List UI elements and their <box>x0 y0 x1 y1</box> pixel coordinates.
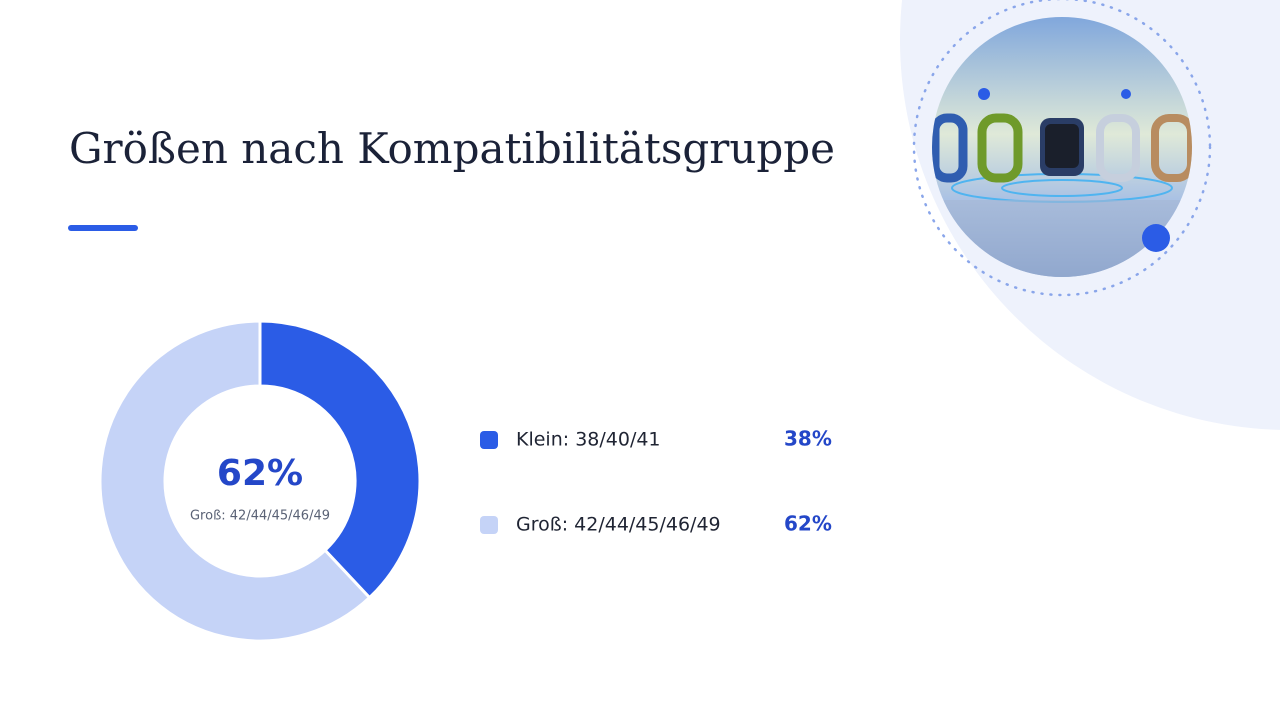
legend-percent: 38% <box>784 427 832 451</box>
legend: Klein: 38/40/41 38% Groß: 42/44/45/46/49 62… <box>480 427 832 536</box>
donut-segment <box>258 319 422 600</box>
center-label: Groß: 42/44/45/46/49 <box>190 509 330 524</box>
center-value: 62% <box>217 453 303 494</box>
legend-swatch <box>480 431 498 449</box>
dotted-ring <box>912 0 1212 297</box>
legend-label: Groß: 42/44/45/46/49 <box>516 514 721 536</box>
legend-percent: 62% <box>784 512 832 536</box>
accent-dot <box>1142 224 1170 252</box>
donut-segment <box>98 319 372 643</box>
legend-swatch <box>480 516 498 534</box>
slide-title: Größen nach Kompatibilitätsgruppe <box>69 124 835 173</box>
donut-chart <box>98 319 422 643</box>
legend-label: Klein: 38/40/41 <box>516 429 661 451</box>
